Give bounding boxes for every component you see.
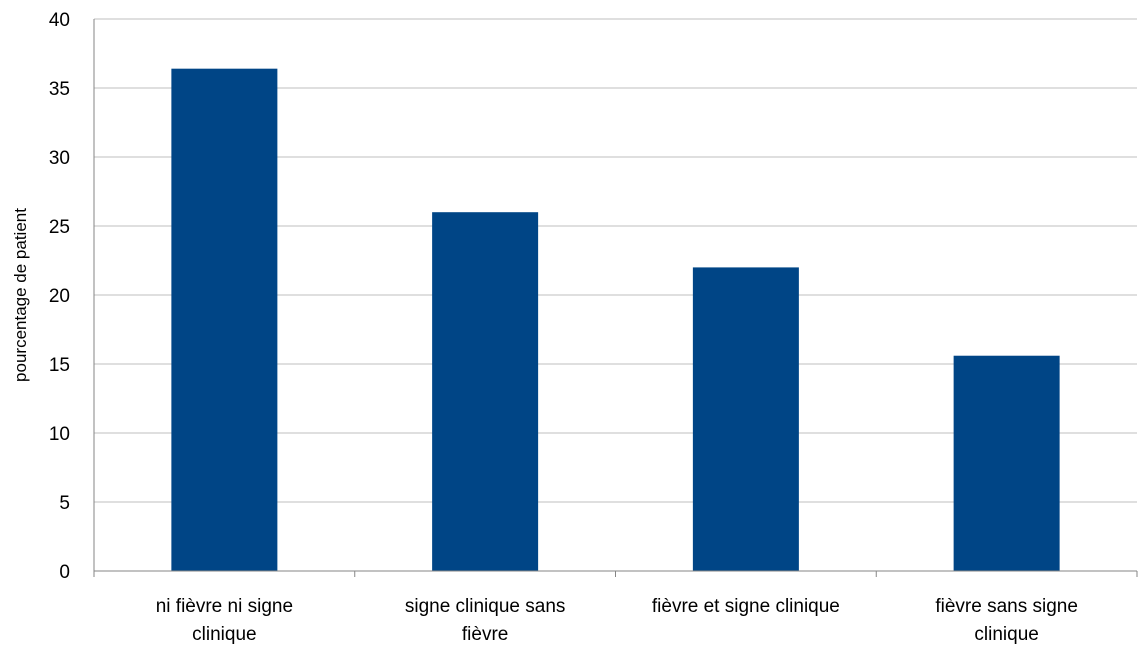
y-tick-label: 35: [49, 79, 70, 100]
y-tick-label: 15: [49, 355, 70, 376]
x-tick-label: ni fièvre ni signe clinique: [156, 596, 293, 645]
y-tick-label: 0: [59, 562, 70, 583]
x-tick-label-line: fièvre et signe clinique: [652, 596, 840, 617]
x-tick-label: fièvre et signe clinique: [652, 596, 840, 617]
y-axis-label: pourcentage de patient: [11, 208, 30, 382]
y-tick-label: 5: [59, 493, 70, 514]
x-tick-label-line: signe clinique sans: [405, 596, 566, 617]
bar: [953, 355, 1060, 571]
bar: [432, 212, 539, 571]
y-tick-label: 10: [49, 424, 70, 445]
bars: [171, 68, 1060, 572]
x-tick-label-line: ni fièvre ni signe: [156, 596, 293, 617]
y-tick-labels: 0 5 10 15 20 25 30 35 40: [49, 10, 70, 583]
bar: [692, 267, 799, 571]
x-tick-label: signe clinique sans fièvre: [405, 596, 566, 645]
x-tick-label-line: fièvre: [462, 624, 508, 645]
x-tick-label-line: clinique: [974, 624, 1038, 645]
y-tick-label: 40: [49, 10, 70, 31]
x-tick-label: fièvre sans signe clinique: [935, 596, 1078, 645]
x-tick-labels: ni fièvre ni signe clinique signe clinique…: [156, 596, 1078, 645]
y-tick-label: 25: [49, 217, 70, 238]
x-tick-label-line: clinique: [192, 624, 256, 645]
x-tick-label-line: fièvre sans signe: [935, 596, 1078, 617]
y-tick-label: 30: [49, 148, 70, 169]
y-tick-label: 20: [49, 286, 70, 307]
bar: [171, 68, 278, 572]
axes: [93, 19, 1138, 577]
